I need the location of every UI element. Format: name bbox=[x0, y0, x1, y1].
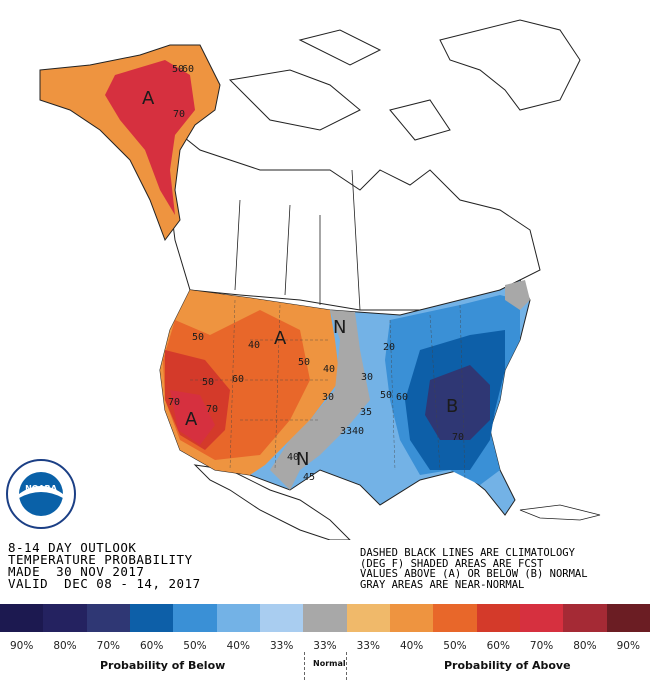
legend-swatch bbox=[563, 604, 607, 632]
note-line: GRAY AREAS ARE NEAR-NORMAL bbox=[360, 578, 525, 591]
legend-label: 80% bbox=[53, 640, 77, 652]
legend-swatch bbox=[433, 604, 477, 632]
contour-label: 40 bbox=[287, 452, 299, 463]
alaska-core bbox=[105, 60, 195, 215]
contour-labels: 50 60 70 40 50 60 70 50 40 30 40 60 50 7… bbox=[168, 64, 464, 483]
contour-label: 40 bbox=[352, 426, 364, 437]
contour-label: 50 bbox=[192, 332, 204, 343]
contour-label: 40 bbox=[248, 340, 260, 351]
note-line: VALUES ABOVE (A) OR BELOW (B) NORMAL bbox=[360, 568, 588, 580]
legend-label: 50% bbox=[183, 640, 207, 652]
contour-label: 70 bbox=[168, 397, 180, 408]
legend-swatch bbox=[0, 604, 44, 632]
outlook-variable: TEMPERATURE PROBABILITY bbox=[8, 552, 193, 567]
contour-label: 20 bbox=[383, 342, 395, 353]
caribbean-outline bbox=[519, 504, 601, 521]
contour-label: 60 bbox=[182, 64, 194, 75]
legend-label: 50% bbox=[443, 640, 467, 652]
noaa-logo-text: NOARA bbox=[25, 484, 58, 493]
legend-label: 80% bbox=[573, 640, 597, 652]
legend-label: 40% bbox=[226, 640, 250, 652]
legend-divider bbox=[346, 652, 347, 680]
contour-label: 50 bbox=[202, 377, 214, 388]
contour-label: 45 bbox=[303, 472, 315, 483]
contour-label: 40 bbox=[323, 364, 335, 375]
legend-swatch bbox=[519, 604, 564, 632]
above-caption: Probability of Above bbox=[444, 659, 571, 672]
plains-letter: A bbox=[274, 328, 287, 349]
map-notes: DASHED BLACK LINES ARE CLIMATOLOGY (DEG F… bbox=[360, 548, 588, 590]
legend-label: 40% bbox=[399, 640, 424, 652]
contour-label: 70 bbox=[173, 109, 185, 120]
outlook-map: A A A N N B 50 60 70 40 50 60 70 50 40 3… bbox=[39, 19, 601, 540]
arctic-islands-outline bbox=[228, 29, 451, 141]
normal-region bbox=[270, 310, 370, 490]
legend-swatch bbox=[173, 604, 217, 632]
legend-color-bar bbox=[0, 604, 650, 632]
legend-label: 90% bbox=[9, 640, 34, 652]
normal-caption: Normal bbox=[313, 659, 346, 668]
noaa-logo: NOARA bbox=[5, 458, 77, 530]
west-70-region bbox=[170, 390, 215, 445]
legend-divider bbox=[304, 652, 305, 680]
alaska-letter: A bbox=[142, 88, 155, 109]
contour-label: 50 bbox=[298, 357, 310, 368]
legend-swatch bbox=[86, 604, 130, 632]
legend-label: 33% bbox=[269, 640, 294, 652]
contour-label: 70 bbox=[206, 404, 218, 415]
legend-swatch bbox=[389, 604, 434, 632]
legend-swatch bbox=[476, 604, 520, 632]
legend-swatch bbox=[43, 604, 87, 632]
contour-label: 35 bbox=[360, 407, 372, 418]
legend-labels: 90% 80% 70% 60% 50% 40% 33% 33% 33% 40% 50% 60% 70% 8… bbox=[0, 640, 650, 654]
legend-swatch bbox=[259, 604, 304, 632]
outlook-title: 8-14 DAY OUTLOOK bbox=[8, 540, 137, 555]
east-letter: B bbox=[446, 396, 458, 417]
contour-label: 33 bbox=[340, 426, 352, 437]
below-caption: Probability of Below bbox=[100, 659, 226, 672]
legend-label: 60% bbox=[486, 640, 510, 652]
legend-label: 70% bbox=[529, 640, 554, 652]
canada-provinces bbox=[234, 169, 361, 311]
contour-label: 70 bbox=[452, 432, 464, 443]
outlook-info: 8-14 DAY OUTLOOK TEMPERATURE PROBABILITY M… bbox=[8, 540, 201, 591]
outlook-valid: VALID DEC 08 - 14, 2017 bbox=[8, 576, 201, 591]
contour-label: 60 bbox=[396, 392, 408, 403]
contour-label: 30 bbox=[361, 372, 373, 383]
east-70-region bbox=[425, 365, 490, 440]
state-lines bbox=[190, 299, 466, 481]
contour-label: 60 bbox=[232, 374, 244, 385]
legend-label: 60% bbox=[139, 640, 164, 652]
legend-label: 33% bbox=[356, 640, 380, 652]
contour-label: 50 bbox=[380, 390, 392, 401]
mexico-outline bbox=[193, 464, 351, 540]
legend-label: 33% bbox=[313, 640, 337, 652]
contour-label: 50 bbox=[172, 64, 184, 75]
note-line: (DEG F) SHADED AREAS ARE FCST bbox=[360, 557, 544, 570]
northeast-normal bbox=[505, 280, 530, 310]
contour-label: 30 bbox=[322, 392, 334, 403]
legend-swatch bbox=[346, 604, 390, 632]
legend-swatch bbox=[216, 604, 260, 632]
legend-label: 70% bbox=[96, 640, 120, 652]
note-line: DASHED BLACK LINES ARE CLIMATOLOGY bbox=[360, 547, 575, 559]
west-letter: A bbox=[185, 409, 198, 430]
normal-letter-north: N bbox=[333, 317, 346, 338]
normal-letter-south: N bbox=[296, 449, 309, 470]
legend-swatch bbox=[303, 604, 347, 632]
legend-swatch bbox=[129, 604, 174, 632]
greenland-outline bbox=[439, 19, 581, 111]
legend-swatch bbox=[606, 604, 650, 632]
legend-label: 90% bbox=[616, 640, 640, 652]
outlook-made: MADE 30 NOV 2017 bbox=[8, 564, 145, 579]
